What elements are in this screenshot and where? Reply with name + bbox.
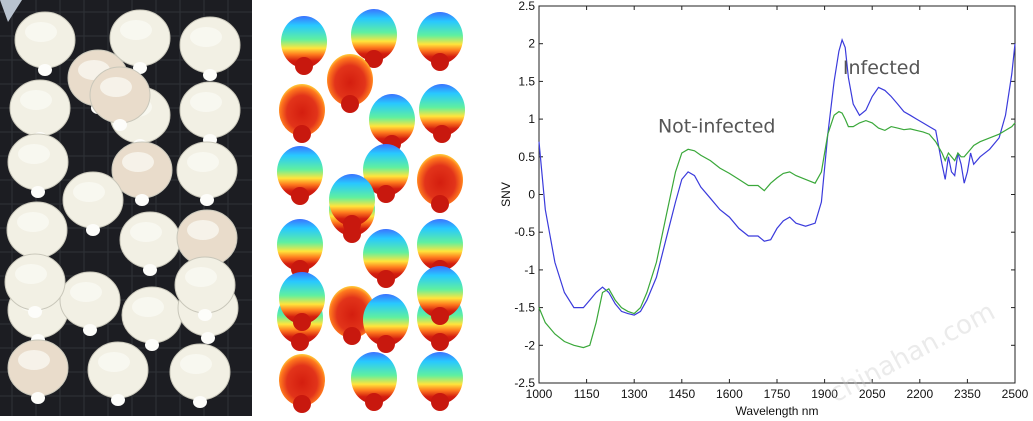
y-tick-label: -1.5 bbox=[514, 301, 535, 315]
y-tick-label: -2 bbox=[524, 338, 535, 352]
heatmap-kernel bbox=[351, 9, 397, 68]
y-tick-label: -2.5 bbox=[514, 376, 535, 390]
photo-kernel bbox=[14, 11, 76, 76]
photo-kernel bbox=[111, 141, 173, 206]
photo-kernel bbox=[169, 343, 231, 408]
annotation-not-infected: Not-infected bbox=[658, 116, 776, 138]
heatmap-kernel bbox=[329, 174, 375, 233]
y-tick-label: 1.5 bbox=[518, 74, 535, 88]
heatmap-kernel bbox=[279, 272, 325, 331]
heatmap-kernel bbox=[363, 144, 409, 203]
photo-corner-tag bbox=[0, 0, 22, 22]
heatmap-kernel bbox=[279, 84, 325, 143]
x-tick-label: 2350 bbox=[954, 387, 981, 401]
photo-kernel bbox=[87, 341, 149, 406]
x-axis-label: Wavelength nm bbox=[736, 404, 819, 418]
heatmap-kernel bbox=[277, 146, 323, 205]
photo-kernel bbox=[174, 256, 236, 321]
x-tick-label: 1150 bbox=[574, 387, 600, 401]
photo-kernel bbox=[59, 271, 121, 336]
x-tick-label: 1900 bbox=[811, 387, 838, 401]
heatmap-kernel bbox=[417, 266, 463, 325]
y-tick-label: 0.5 bbox=[518, 150, 535, 164]
x-tick-label: 1000 bbox=[526, 387, 553, 401]
y-axis-label: SNV bbox=[499, 182, 513, 207]
photo-kernel bbox=[4, 253, 66, 318]
heatmap-kernel bbox=[363, 229, 409, 288]
y-tick-label: 2.5 bbox=[518, 0, 535, 13]
heatmap-kernel bbox=[363, 294, 409, 353]
photo-kernel bbox=[7, 339, 69, 404]
heatmap-kernel bbox=[279, 354, 325, 413]
x-tick-label: 1450 bbox=[668, 387, 695, 401]
photo-kernel bbox=[89, 66, 151, 131]
y-tick-label: -1 bbox=[524, 263, 535, 277]
annotation-infected: Infected bbox=[843, 57, 921, 79]
spectral-heatmap-image bbox=[277, 9, 465, 413]
x-tick-label: 2200 bbox=[906, 387, 933, 401]
y-tick-label: 2 bbox=[528, 37, 535, 51]
snv-spectrum-chart: 1000 1150 1300 1450 1600 1750 1900 2050 2200 2350… bbox=[499, 0, 1029, 418]
heatmap-kernel bbox=[419, 84, 465, 143]
series-line-not-infected bbox=[538, 110, 1016, 349]
photo-kernel bbox=[109, 9, 171, 74]
photo-kernel bbox=[121, 286, 183, 351]
corn-kernels-photo bbox=[0, 0, 252, 416]
x-tick-label: 2050 bbox=[859, 387, 886, 401]
heatmap-kernel bbox=[417, 12, 463, 71]
heatmap-kernel bbox=[369, 94, 415, 153]
heatmap-kernel bbox=[327, 54, 373, 113]
x-tick-label: 2500 bbox=[1002, 387, 1029, 401]
photo-kernel bbox=[62, 171, 124, 236]
y-tick-label: 1 bbox=[528, 112, 535, 126]
photo-kernel bbox=[119, 211, 181, 276]
heatmap-kernel bbox=[417, 352, 463, 411]
x-tick-label: 1750 bbox=[764, 387, 791, 401]
x-tick-label: 1300 bbox=[621, 387, 648, 401]
photo-kernel bbox=[179, 81, 241, 146]
heatmap-kernel bbox=[281, 16, 327, 75]
photo-kernel bbox=[7, 133, 69, 198]
photo-kernel bbox=[179, 16, 241, 81]
series-line-infected bbox=[538, 38, 1016, 316]
x-tick-label: 1600 bbox=[716, 387, 743, 401]
photo-kernel bbox=[176, 141, 238, 206]
y-tick-label: -0.5 bbox=[514, 225, 535, 239]
y-tick-label: 0 bbox=[528, 188, 535, 202]
heatmap-kernel bbox=[277, 219, 323, 278]
heatmap-kernel bbox=[417, 154, 463, 213]
heatmap-kernel bbox=[351, 352, 397, 411]
